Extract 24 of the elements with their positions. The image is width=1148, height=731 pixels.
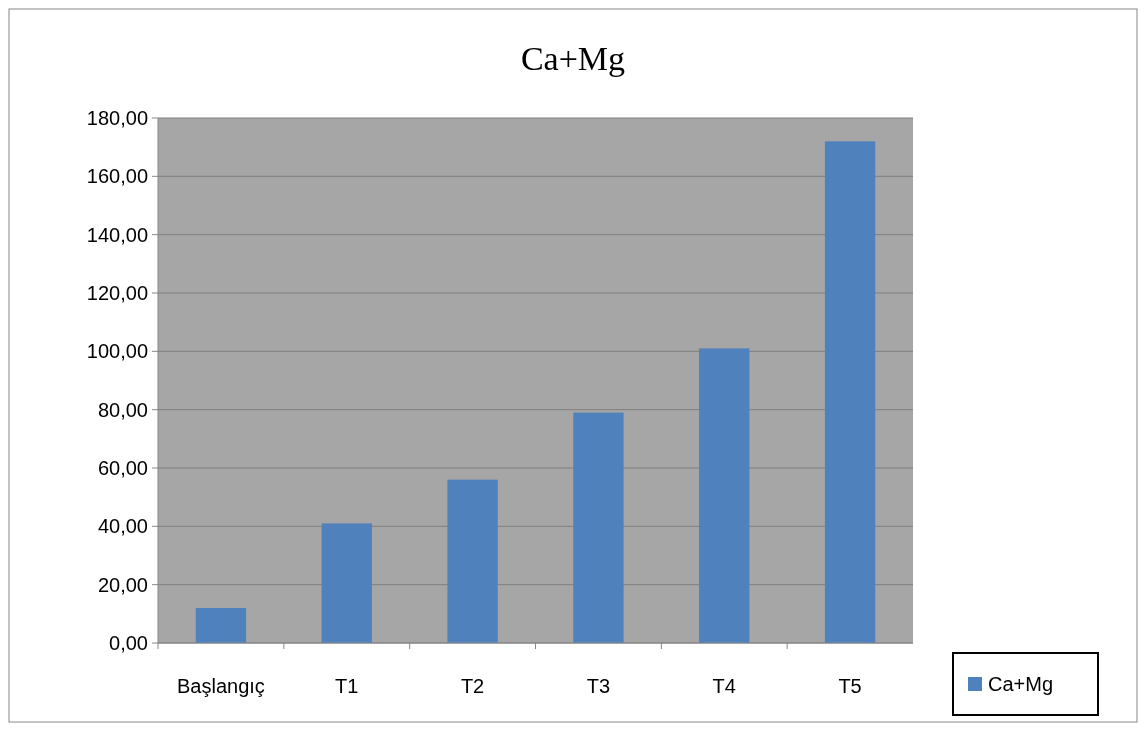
bar <box>824 141 876 643</box>
y-tick-label: 80,00 <box>97 398 148 421</box>
x-tick-label: T3 <box>586 675 611 697</box>
y-tick-label: 40,00 <box>97 515 148 538</box>
bar <box>321 523 372 643</box>
y-tick-label: 140,00 <box>86 223 148 246</box>
y-tick-label: 160,00 <box>86 165 148 188</box>
bar <box>699 348 750 643</box>
y-tick-label: 120,00 <box>86 282 148 304</box>
bar <box>447 479 498 643</box>
x-tick-label: T5 <box>838 675 862 697</box>
x-tick-label: T4 <box>712 675 736 697</box>
legend-label: Ca+Mg <box>988 673 1054 695</box>
y-tick-label: 0,00 <box>109 632 148 654</box>
chart-title: Ca+Mg <box>520 40 626 77</box>
y-tick-label: 100,00 <box>86 340 148 363</box>
x-tick-label: T1 <box>335 675 359 697</box>
bar <box>195 608 247 643</box>
x-tick-label: Başlangıç <box>176 675 265 697</box>
bar <box>573 412 624 643</box>
y-tick-label: 20,00 <box>97 573 148 596</box>
x-tick-label: T2 <box>460 675 485 697</box>
y-tick-label: 60,00 <box>97 457 148 479</box>
y-tick-label: 180,00 <box>86 107 148 129</box>
